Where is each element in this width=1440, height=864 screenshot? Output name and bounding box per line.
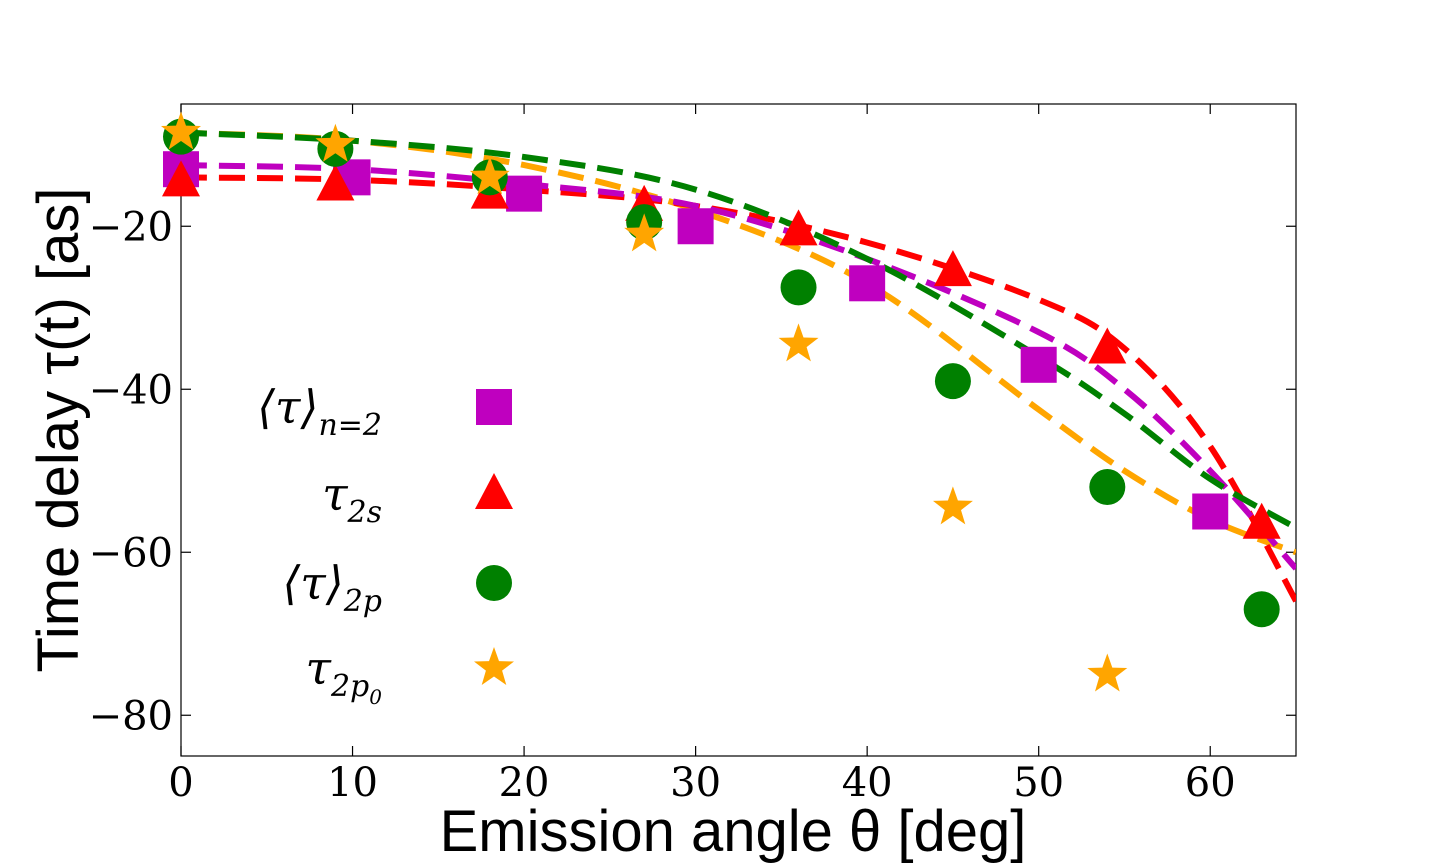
data-point-circle [1089,469,1126,506]
data-point-star [469,156,510,195]
data-markers [161,111,1281,692]
x-tick-label: 40 [842,760,893,806]
x-ticks: 0 10 20 30 40 50 60 [168,104,1236,806]
data-point-triangle [933,250,972,287]
data-point-star [1087,653,1128,692]
x-tick-label: 50 [1013,760,1064,806]
fit-line-square [181,162,1296,571]
legend-label-triangle: τ2s [322,467,382,530]
data-point-star [161,111,201,150]
y-tick-label: −20 [89,204,173,250]
y-tick-label: −80 [89,693,173,739]
x-tick-label: 60 [1185,760,1236,806]
data-point-triangle [316,164,355,201]
legend-label-square: ⟨τ⟩n=2 [257,380,382,443]
legend-label-circle: ⟨τ⟩2p [282,556,382,619]
legend: ⟨τ⟩n=2 τ2s ⟨τ⟩2p τ2p0 [257,380,514,709]
data-point-square [1020,346,1057,383]
data-point-star [315,123,356,162]
data-point-circle [934,363,971,400]
data-point-triangle [162,160,200,197]
legend-marker-square [476,389,512,425]
data-point-star [624,213,665,252]
y-ticks: −80 −60 −40 −20 [89,204,1296,739]
x-tick-label: 20 [499,760,550,806]
y-axis-title-group: Time delay τ(t) [as] [26,188,91,673]
data-point-square [506,175,543,212]
legend-marker-triangle [475,473,513,509]
plot-frame [180,103,1297,757]
legend-marker-circle [476,565,512,601]
data-point-triangle [1088,327,1127,364]
x-tick-label: 0 [168,760,193,806]
y-tick-label: −40 [89,367,173,413]
data-point-square [1192,493,1229,530]
x-axis-title: Emission angle θ [deg] [440,799,1027,864]
data-point-star [933,486,973,525]
data-point-square [677,208,714,245]
fit-line-triangle [181,174,1296,603]
data-point-triangle [779,209,818,246]
fit-lines [181,129,1296,603]
data-point-circle [1243,591,1280,628]
legend-marker-star [474,647,514,685]
x-tick-label: 10 [327,760,378,806]
data-point-square [849,265,886,302]
data-point-triangle [1242,502,1281,539]
legend-label-star: τ2p0 [306,641,383,709]
y-tick-label: −60 [89,530,173,576]
data-point-star [778,323,819,362]
fit-line-circle [181,129,1296,531]
data-point-circle [780,269,817,306]
x-tick-label: 30 [670,760,721,806]
y-axis-title: Time delay τ(t) [as] [26,188,91,673]
